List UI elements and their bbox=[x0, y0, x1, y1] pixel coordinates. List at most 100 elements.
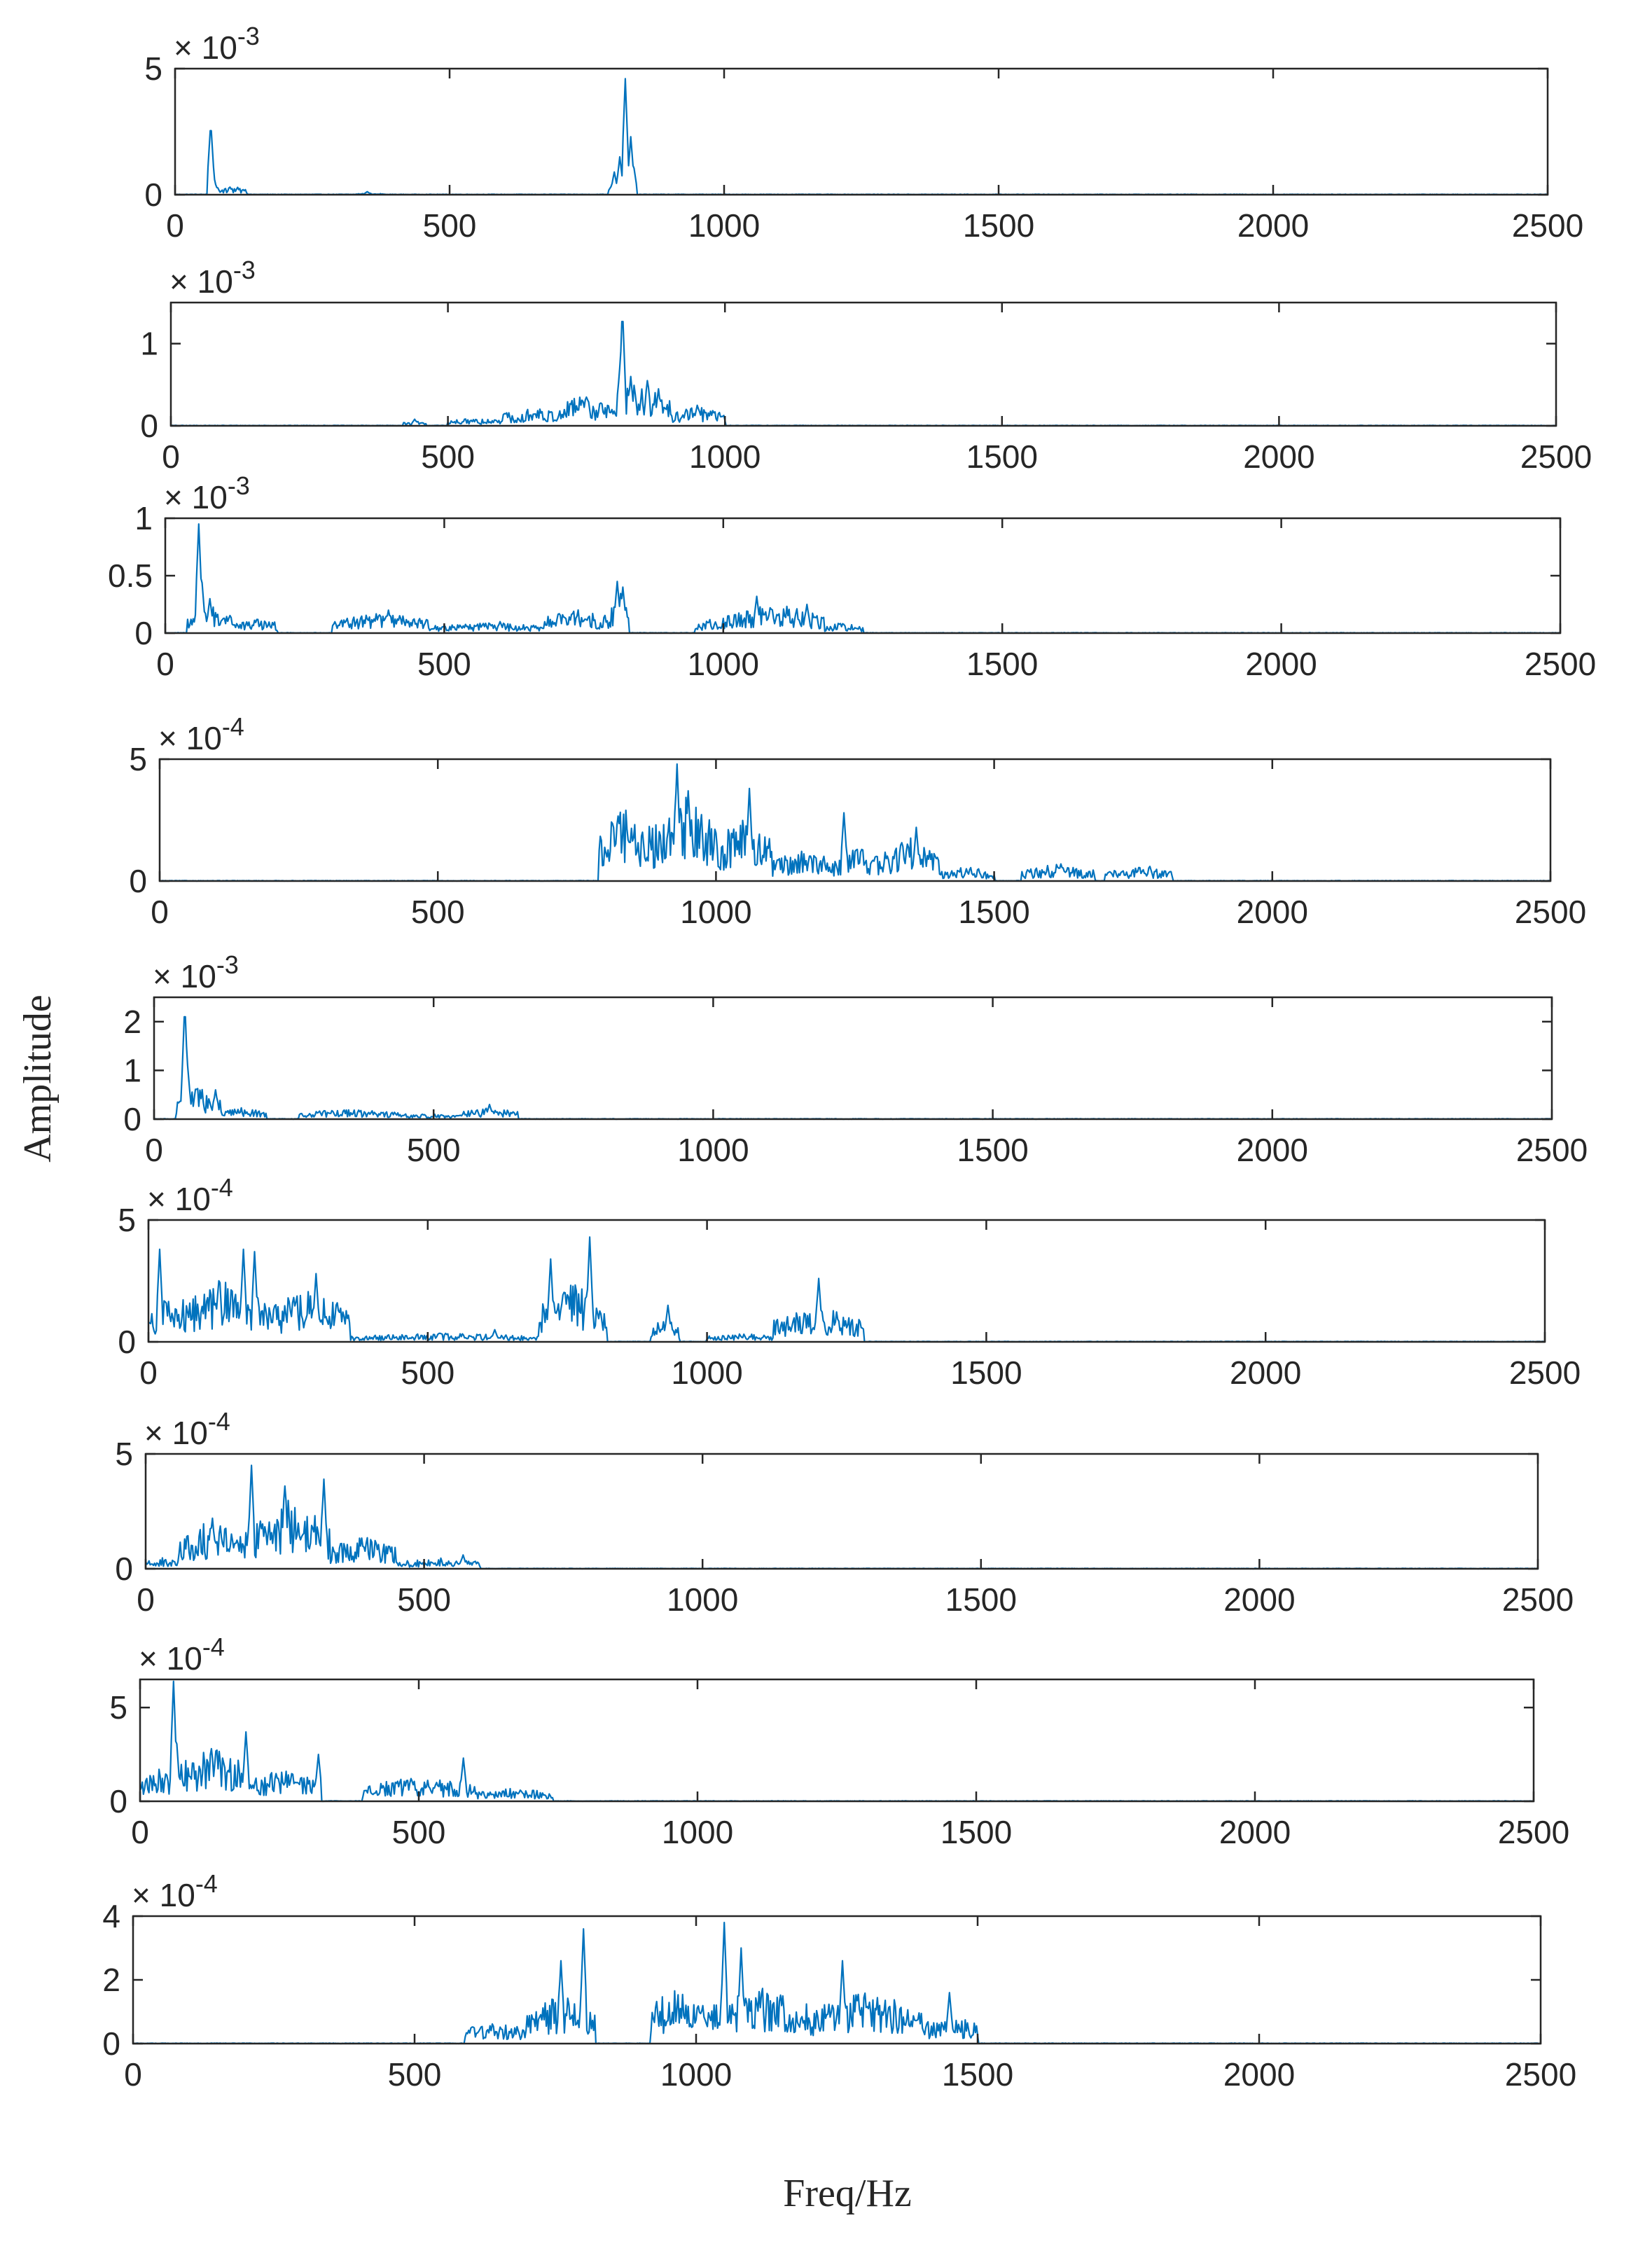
x-tick-label: 500 bbox=[421, 438, 475, 475]
spectrum-line bbox=[139, 1680, 1534, 1803]
x-tick-label: 2500 bbox=[1512, 207, 1583, 244]
x-tick-label: 1500 bbox=[940, 1814, 1012, 1850]
subplot-7: 0 500 1000 1500 2000 2500 0 5 × 10-4 bbox=[115, 1407, 1574, 1618]
subplot-1: 0 500 1000 1500 2000 2500 0 5 × 10-3 bbox=[144, 22, 1583, 244]
x-tick-label: 2000 bbox=[1237, 894, 1308, 930]
y-tick-label: 5 bbox=[109, 1689, 127, 1726]
spectrum-line bbox=[144, 1464, 1539, 1570]
spectrum-line bbox=[170, 321, 1557, 427]
axes-box bbox=[174, 67, 1549, 196]
y-tick-label: 5 bbox=[118, 1202, 136, 1238]
x-tick-label: 1000 bbox=[667, 1581, 738, 1618]
y-exponent-label: × 10-4 bbox=[158, 712, 244, 756]
spectrum-line bbox=[165, 523, 1561, 635]
spectrum-line bbox=[153, 1015, 1553, 1121]
y-tick-label: 2 bbox=[123, 1004, 141, 1040]
x-tick-label: 500 bbox=[392, 1814, 446, 1850]
x-tick-label: 500 bbox=[423, 207, 477, 244]
y-tick-label: 0 bbox=[118, 1324, 136, 1360]
y-exponent-label: × 10-4 bbox=[132, 1869, 218, 1913]
subplot-4: 0 500 1000 1500 2000 2500 0 5 × 10-4 bbox=[129, 712, 1586, 930]
y-exponent-label: × 10-3 bbox=[174, 22, 260, 66]
x-tick-label: 2000 bbox=[1230, 1354, 1301, 1391]
x-tick-label: 500 bbox=[407, 1132, 461, 1168]
y-tick-label: 1 bbox=[134, 500, 153, 536]
x-tick-label: 1500 bbox=[966, 646, 1038, 682]
axes-box bbox=[153, 996, 1553, 1121]
x-tick-label: 1000 bbox=[689, 438, 761, 475]
y-tick-label: 0.5 bbox=[108, 557, 153, 594]
x-tick-label: 500 bbox=[411, 894, 465, 930]
subplot-2: 0 500 1000 1500 2000 2500 0 1 × 10-3 bbox=[140, 256, 1592, 475]
x-tick-label: 1000 bbox=[688, 646, 759, 682]
y-tick-label: 1 bbox=[123, 1052, 141, 1088]
spectrum-line bbox=[132, 1922, 1541, 2045]
axes-box bbox=[132, 1915, 1542, 2045]
y-tick-label: 2 bbox=[102, 1962, 120, 1998]
y-tick-label: 0 bbox=[109, 1783, 127, 1819]
x-tick-label: 500 bbox=[388, 2056, 442, 2093]
x-tick-label: 2500 bbox=[1502, 1581, 1574, 1618]
x-tick-label: 0 bbox=[137, 1581, 155, 1618]
x-tick-label: 2000 bbox=[1237, 1132, 1308, 1168]
spectrum-line bbox=[159, 763, 1551, 882]
x-tick-label: 500 bbox=[397, 1581, 451, 1618]
y-tick-label: 5 bbox=[144, 50, 162, 87]
x-tick-label: 0 bbox=[145, 1132, 163, 1168]
x-tick-label: 0 bbox=[131, 1814, 149, 1850]
x-tick-label: 1500 bbox=[945, 1581, 1017, 1618]
y-tick-label: 5 bbox=[129, 741, 147, 777]
y-axis-label: Amplitude bbox=[16, 994, 60, 1163]
y-exponent-label: × 10-4 bbox=[144, 1407, 230, 1451]
subplot-3: 0 500 1000 1500 2000 2500 0 0.5 1 × 10-3 bbox=[108, 471, 1596, 682]
y-tick-label: 4 bbox=[102, 1898, 120, 1934]
y-tick-label: 0 bbox=[123, 1101, 141, 1137]
axes-box bbox=[139, 1678, 1535, 1803]
spectrum-line bbox=[174, 78, 1548, 196]
subplot-8: 0 500 1000 1500 2000 2500 0 5 × 10-4 bbox=[109, 1632, 1569, 1850]
x-tick-label: 0 bbox=[124, 2056, 142, 2093]
y-exponent-label: × 10-3 bbox=[169, 256, 256, 300]
x-axis-label: Freq/Hz bbox=[783, 2172, 912, 2215]
y-exponent-label: × 10-4 bbox=[139, 1632, 225, 1677]
axes-box bbox=[144, 1453, 1539, 1570]
x-tick-label: 2000 bbox=[1243, 438, 1314, 475]
x-tick-label: 1500 bbox=[966, 438, 1038, 475]
x-tick-label: 1000 bbox=[662, 1814, 733, 1850]
y-exponent-label: × 10-4 bbox=[147, 1173, 233, 1217]
subplot-6: 0 500 1000 1500 2000 2500 0 5 × 10-4 bbox=[118, 1173, 1581, 1391]
y-tick-label: 0 bbox=[102, 2025, 120, 2062]
axes-box bbox=[169, 301, 1557, 427]
x-tick-label: 2500 bbox=[1516, 1132, 1588, 1168]
x-tick-label: 2000 bbox=[1245, 646, 1317, 682]
x-tick-label: 2500 bbox=[1515, 894, 1586, 930]
x-tick-label: 2000 bbox=[1237, 207, 1309, 244]
y-exponent-label: × 10-3 bbox=[164, 471, 250, 515]
x-tick-label: 1500 bbox=[963, 207, 1034, 244]
x-tick-label: 0 bbox=[162, 438, 180, 475]
x-tick-label: 1500 bbox=[942, 2056, 1013, 2093]
x-tick-label: 2500 bbox=[1525, 646, 1596, 682]
x-tick-label: 1500 bbox=[958, 894, 1029, 930]
x-tick-label: 2000 bbox=[1219, 1814, 1291, 1850]
subplot-5: 0 500 1000 1500 2000 2500 0 1 2 × 10-3 bbox=[123, 950, 1588, 1168]
x-tick-label: 0 bbox=[151, 894, 169, 930]
axes-box bbox=[158, 758, 1552, 882]
x-tick-label: 1000 bbox=[680, 894, 751, 930]
y-tick-label: 0 bbox=[140, 408, 158, 444]
x-tick-label: 2000 bbox=[1223, 1581, 1295, 1618]
x-tick-label: 1000 bbox=[688, 207, 760, 244]
y-tick-label: 1 bbox=[140, 326, 158, 362]
x-tick-label: 500 bbox=[417, 646, 471, 682]
subplot-9: 0 500 1000 1500 2000 2500 0 2 4 × 10-4 bbox=[102, 1869, 1576, 2093]
y-tick-label: 5 bbox=[115, 1436, 133, 1472]
x-tick-label: 500 bbox=[401, 1354, 454, 1391]
x-tick-label: 2500 bbox=[1505, 2056, 1576, 2093]
x-tick-label: 0 bbox=[156, 646, 174, 682]
y-tick-label: 0 bbox=[129, 863, 147, 899]
spectrum-line bbox=[148, 1236, 1546, 1343]
x-tick-label: 2000 bbox=[1223, 2056, 1295, 2093]
x-tick-label: 0 bbox=[139, 1354, 158, 1391]
x-tick-label: 1000 bbox=[660, 2056, 732, 2093]
